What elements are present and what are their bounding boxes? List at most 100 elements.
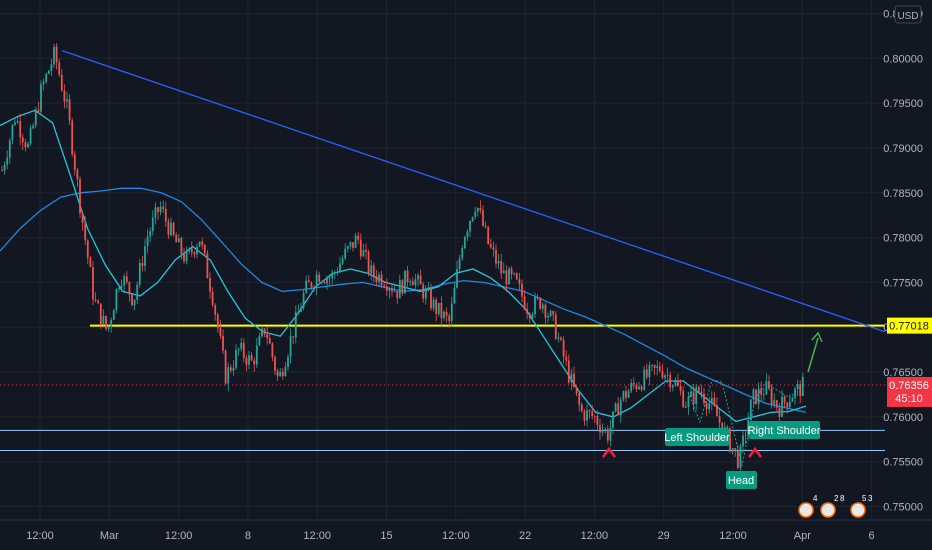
candle-body (136, 284, 139, 300)
candle-body (385, 286, 388, 291)
candle-body (690, 391, 692, 397)
candle-body (55, 46, 58, 63)
candle-body (666, 374, 669, 376)
candle-body (167, 221, 170, 236)
candle-body (742, 435, 744, 447)
candle-body (479, 207, 482, 211)
currency-button[interactable]: USD (894, 5, 922, 24)
candle-body (578, 393, 581, 405)
head-text: Head (728, 475, 754, 487)
event-count: 4 (813, 494, 818, 503)
candle-body (710, 397, 713, 404)
candle-body (32, 125, 35, 129)
candle-body (453, 287, 456, 304)
candle-body (487, 226, 490, 244)
candle-body (146, 236, 149, 247)
candle-body (625, 391, 627, 398)
candle-body (180, 238, 183, 254)
flag-icon[interactable] (820, 502, 836, 518)
candle-body (443, 311, 445, 319)
candle-body (102, 315, 105, 325)
flag-icon[interactable] (850, 502, 866, 518)
candle-body (716, 405, 718, 417)
candle-body (489, 243, 492, 248)
candle-body (60, 74, 63, 91)
candle-body (539, 297, 542, 309)
candle-body (125, 276, 128, 283)
support-price-label: 0.77018 (889, 321, 929, 333)
candle-body (367, 251, 370, 274)
candle-body (185, 251, 188, 262)
candle-body (661, 370, 664, 378)
candle-body (66, 99, 68, 102)
candle-body (40, 84, 42, 112)
candle-body (708, 403, 711, 409)
candle-body (788, 401, 791, 407)
candle-body (97, 300, 100, 304)
candle-body (209, 278, 211, 292)
candle-body (778, 407, 781, 417)
currency-label: USD (897, 11, 918, 22)
candle-body (211, 291, 214, 306)
candle-body (466, 231, 469, 238)
candle-body (596, 416, 599, 426)
candle-body (450, 303, 453, 322)
candle-body (198, 241, 201, 247)
candle-body (42, 81, 45, 85)
candle-body (8, 140, 11, 158)
candle-body (175, 234, 178, 243)
time-tick-label: 12:00 (719, 530, 747, 542)
candle-body (547, 316, 549, 318)
candle-body (677, 381, 679, 387)
candle-body (24, 142, 27, 148)
candle-body (606, 429, 609, 441)
candle-body (476, 207, 479, 212)
candle-body (645, 369, 648, 378)
candle-body (398, 280, 401, 299)
candle-body (718, 416, 721, 423)
candle-body (14, 122, 16, 125)
candle-body (801, 376, 804, 397)
candle-body (292, 336, 295, 338)
head-label: Head (726, 471, 757, 489)
price-axis[interactable]: 0.750000.755000.760000.765000.770000.775… (883, 8, 923, 513)
candle-body (274, 357, 276, 371)
candle-body (445, 311, 448, 316)
candle-body (16, 121, 19, 123)
event-count: 5 (862, 494, 867, 503)
candle-body (552, 311, 555, 315)
candle-body (6, 157, 9, 165)
head-shoulders-outline (687, 379, 804, 467)
candle-body (497, 261, 500, 264)
candle-body (567, 360, 570, 383)
candle-body (287, 356, 289, 368)
candle-body (302, 292, 305, 308)
candle-body (388, 288, 391, 291)
candle-body (640, 386, 643, 390)
candle-body (89, 257, 92, 268)
candle-body (365, 249, 367, 252)
candle-body (86, 240, 89, 258)
candle-body (99, 303, 102, 325)
candle-body (110, 319, 113, 327)
candle-body (682, 390, 685, 408)
candle-body (341, 258, 344, 264)
economic-events[interactable]: 4 2 8 5 3 (798, 494, 873, 518)
time-axis[interactable]: 12:00 Mar 12:00 8 12:00 15 12:00 22 12:00 29 12:00… (0, 519, 932, 542)
event-count: 8 (840, 494, 845, 503)
candle-body (154, 207, 157, 218)
candle-body (570, 373, 573, 383)
price-tick-label: 0.75000 (883, 502, 923, 514)
flag-icon[interactable] (798, 502, 814, 518)
candle-body (63, 90, 66, 102)
candle-body (526, 309, 529, 314)
candle-body (305, 280, 308, 293)
price-tick-label: 0.79000 (883, 143, 923, 155)
candle-body (297, 311, 300, 313)
candle-body (528, 313, 531, 319)
time-tick-label: 22 (519, 530, 531, 542)
candle-body (183, 253, 185, 262)
candle-body (591, 411, 594, 417)
candle-body (671, 385, 674, 388)
